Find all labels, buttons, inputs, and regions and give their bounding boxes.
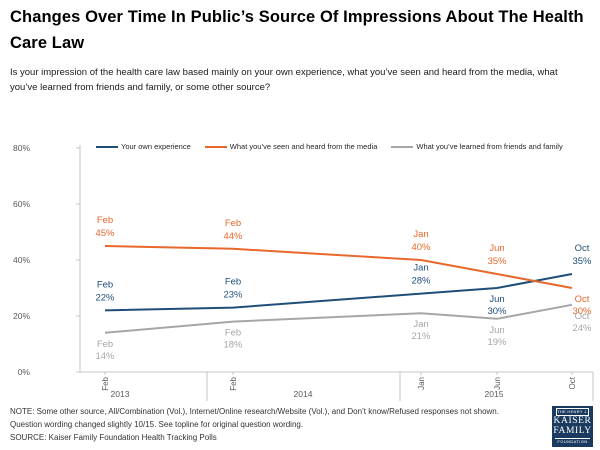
legend-item-friends-family: What you’ve learned from friends and fam… [391,142,563,151]
kff-logo-text: FOUNDATION [555,437,590,445]
data-label-value: 35% [487,256,507,267]
kff-logo-text: FAMILY [553,425,592,436]
series-line-2 [104,303,573,334]
data-label-value: 35% [572,256,592,267]
y-tick-label: 60% [13,199,30,209]
data-label-month: Feb [97,215,113,226]
data-label-month: Oct [575,311,590,322]
y-tick-label: 80% [13,143,30,153]
data-label-month: Feb [97,279,113,290]
year-label: 2014 [294,389,313,399]
x-tick-label: Jan [417,377,426,390]
x-tick-label: Jun [493,377,502,390]
data-label-month: Feb [225,277,241,288]
data-label-month: Feb [225,328,241,339]
series-swatch-friends-family [391,145,414,148]
y-tick-label: 20% [13,311,30,321]
data-label-month: Jan [413,319,428,330]
chart-legend: Your own experience What you’ve seen and… [96,142,563,151]
data-label-month: Jun [489,243,504,254]
data-label-value: 24% [572,323,592,334]
data-label-month: Oct [575,243,590,254]
y-tick-label: 0% [18,367,31,377]
note-line: NOTE: Some other source, All/Combination… [10,407,499,416]
page-title: Changes Over Time In Public’s Source Of … [10,8,584,52]
data-label-month: Feb [225,218,241,229]
data-label-month: Jan [413,229,428,240]
note-line: Question wording changed slightly 10/15.… [10,419,304,429]
line-chart: 80% 60% 40% 20% 0% Feb Feb Jan Jun Oct 2013 2014 201… [13,143,594,401]
data-label-value: 30% [572,306,592,317]
data-label-month: Jan [413,263,428,274]
data-label-month: Oct [575,294,590,305]
series-line-0 [104,273,573,312]
data-label-value: 30% [487,306,507,317]
data-label-month: Jun [489,294,504,305]
series-line-1 [104,245,573,289]
legend-item-own-experience: Your own experience [96,142,191,151]
data-label-value: 44% [223,231,243,242]
question-text: Is your impression of the health care la… [10,67,558,93]
kff-logo: THE HENRY J. KAISER FAMILY FOUNDATION [552,406,593,447]
data-label-value: 22% [95,292,115,303]
data-label-value: 19% [487,337,507,348]
kff-logo-text: THE HENRY J. [556,408,589,416]
data-label-value: 23% [223,290,243,301]
data-label-month: Feb [97,339,113,350]
legend-item-media: What you’ve seen and heard from the medi… [204,142,378,151]
data-label-value: 45% [95,228,115,239]
legend-label: What you’ve learned from friends and fam… [416,142,563,151]
data-label-value: 28% [411,276,431,287]
legend-label: What you’ve seen and heard from the medi… [229,142,378,151]
data-label-value: 14% [95,351,115,362]
x-tick-label: Feb [101,376,110,390]
y-tick-label: 40% [13,255,30,265]
footnotes: NOTE: Some other source, All/Combination… [10,406,545,444]
data-label-value: 18% [223,340,243,351]
series-swatch-own-experience [96,145,118,148]
kff-logo-text: KAISER [553,415,592,426]
year-label: 2015 [485,389,504,399]
x-tick-label: Feb [229,376,238,390]
legend-label: Your own experience [121,142,191,151]
series-swatch-media [204,145,227,148]
data-label-month: Jun [489,325,504,336]
data-label-value: 21% [411,331,431,342]
data-label-value: 40% [411,242,431,253]
year-label: 2013 [111,389,130,399]
note-line: SOURCE: Kaiser Family Foundation Health … [10,432,217,442]
x-tick-label: Oct [568,376,577,389]
